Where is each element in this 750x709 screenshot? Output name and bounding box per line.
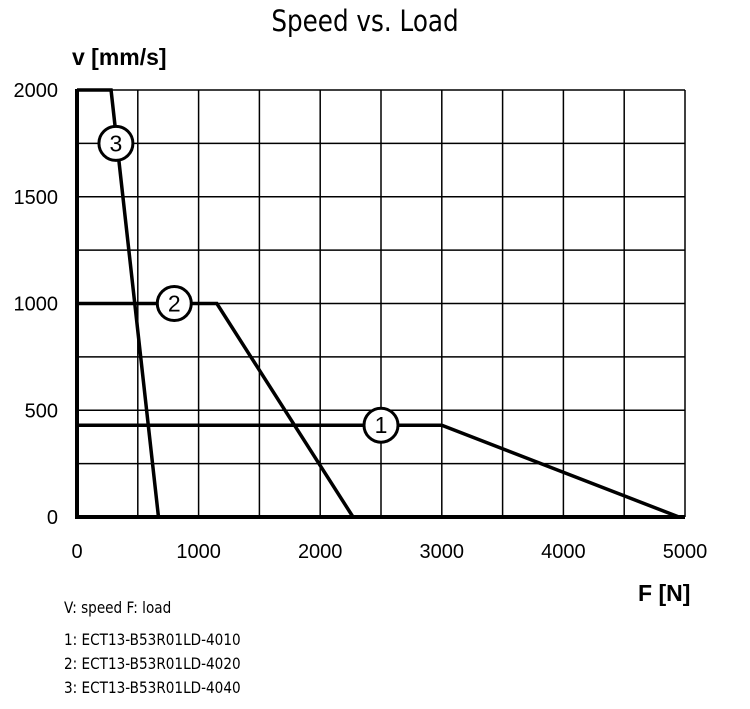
x-tick-label: 2000 [298,541,343,563]
y-tick-label: 500 [25,400,58,422]
series-label-3: 3 [110,130,123,156]
x-tick-label: 5000 [663,541,708,563]
series-marker-3 [97,124,135,162]
series-label-1: 1 [375,412,388,438]
y-tick-label: 2000 [14,80,59,102]
chart-title: Speed vs. Load [271,4,459,38]
x-tick-label: 0 [71,541,82,563]
series-line-2 [77,301,355,518]
x-tick-label: 4000 [541,541,586,563]
y-tick-label: 1500 [14,187,59,209]
model-legend-1: 1: ECT13-B53R01LD-4010 [64,630,241,649]
model-legend-3: 3: ECT13-B53R01LD-4040 [64,678,241,697]
series-marker-1 [362,406,400,444]
y-tick-label: 0 [47,507,58,529]
x-tick-label: 3000 [420,541,465,563]
x-tick-label: 1000 [176,541,221,563]
series-label-2: 2 [168,291,181,317]
series-line-1 [77,423,680,519]
variable-legend: V: speed F: load [64,598,172,617]
x-axis-label: F [N] [638,580,691,606]
y-axis-label: v [mm/s] [72,44,167,70]
y-tick-label: 1000 [14,294,59,316]
model-legend-2: 2: ECT13-B53R01LD-4020 [64,654,241,673]
series-marker-2 [155,285,193,322]
series-line-3 [77,88,161,518]
